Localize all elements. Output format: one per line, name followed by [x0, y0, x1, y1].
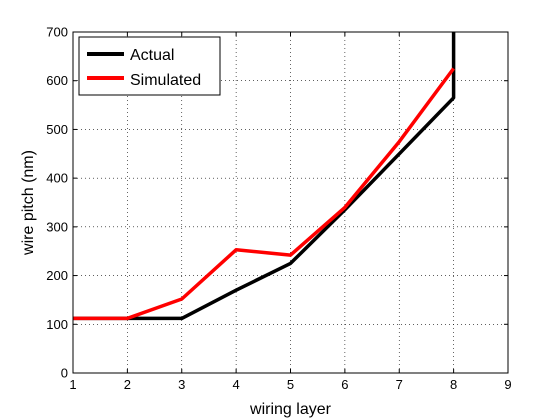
x-tick-label: 8 [450, 377, 457, 392]
y-tick-label: 0 [61, 366, 68, 381]
y-tick-label: 200 [46, 268, 68, 283]
x-tick-label: 4 [233, 377, 240, 392]
axis-tick-labels: 1 2 3 4 5 6 7 8 9 0 100 200 300 400 500 600 700 [46, 25, 511, 393]
y-axis-title: wire pitch (nm) [20, 150, 37, 256]
y-tick-label: 600 [46, 73, 68, 88]
series-line-simulated [73, 67, 456, 321]
x-tick-label: 1 [69, 377, 76, 392]
x-tick-label: 2 [124, 377, 131, 392]
x-tick-label: 5 [287, 377, 294, 392]
y-tick-label: 700 [46, 25, 68, 40]
y-tick-label: 300 [46, 219, 68, 234]
x-axis-title: wiring layer [249, 401, 332, 418]
axis-ticks [72, 31, 509, 374]
legend-box [78, 36, 221, 96]
y-tick-label: 100 [46, 317, 68, 332]
legend-label-simulated: Simulated [130, 72, 201, 89]
legend: Actual Simulated [78, 36, 221, 96]
x-tick-label: 3 [178, 377, 185, 392]
x-tick-label: 6 [341, 377, 348, 392]
series-line-actual [73, 32, 456, 321]
legend-label-actual: Actual [130, 47, 174, 64]
x-tick-label: 7 [396, 377, 403, 392]
y-tick-label: 400 [46, 171, 68, 186]
x-tick-label: 9 [504, 377, 511, 392]
series-lines [73, 32, 456, 321]
y-tick-label: 500 [46, 122, 68, 137]
